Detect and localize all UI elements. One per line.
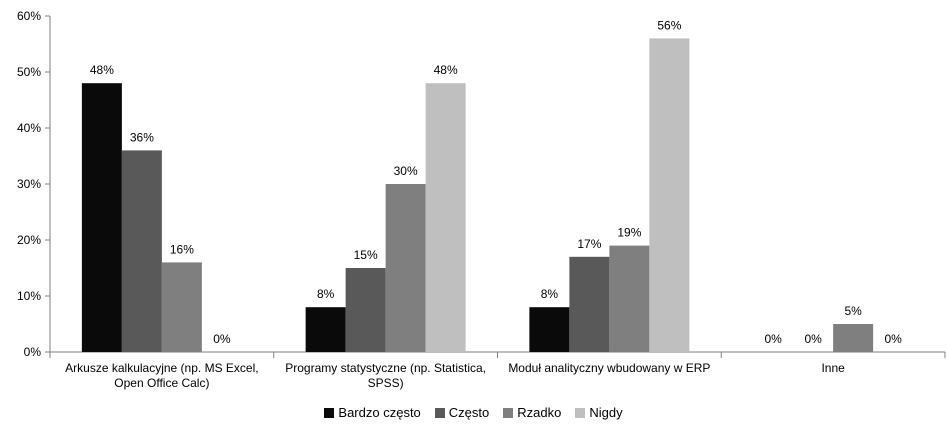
- legend-label: Często: [448, 405, 490, 420]
- legend-label: Nigdy: [589, 405, 623, 420]
- x-category-label: Open Office Calc): [114, 376, 209, 390]
- bar-chart: 0% 10% 20% 30% 40% 50% 60% 48% 36% 16% 0% Arkusze k…: [17, 9, 946, 390]
- y-tick-label: 50%: [17, 65, 41, 79]
- legend-label: Rzadko: [517, 405, 562, 420]
- data-label: 17%: [577, 237, 601, 251]
- data-label: 48%: [90, 63, 114, 77]
- bar: [425, 83, 466, 352]
- data-label: 36%: [130, 130, 154, 144]
- data-label: 19%: [617, 226, 641, 240]
- bar: [121, 150, 162, 352]
- bar: [345, 268, 386, 352]
- bar: [833, 324, 874, 352]
- legend-item: Nigdy: [575, 405, 623, 420]
- bar: [529, 307, 570, 352]
- y-tick-label: 30%: [17, 177, 41, 191]
- y-tick-label: 0%: [24, 345, 42, 359]
- legend-swatch: [434, 407, 445, 418]
- bar: [385, 184, 426, 352]
- legend-item: Bardzo często: [324, 405, 421, 420]
- data-label: 0%: [884, 332, 902, 346]
- data-label: 48%: [434, 63, 458, 77]
- data-label: 0%: [764, 332, 782, 346]
- x-category-label: SPSS): [368, 376, 404, 390]
- legend-swatch: [324, 407, 335, 418]
- data-label: 16%: [170, 242, 194, 256]
- data-label: 15%: [354, 248, 378, 262]
- legend-item: Często: [434, 405, 490, 420]
- data-label: 0%: [213, 332, 231, 346]
- bar: [81, 83, 122, 352]
- legend-item: Rzadko: [503, 405, 561, 420]
- data-label: 8%: [541, 287, 559, 301]
- x-category-label: Inne: [821, 361, 845, 375]
- legend-label: Bardzo często: [338, 405, 421, 420]
- legend: Bardzo często Często Rzadko Nigdy: [0, 405, 947, 420]
- x-category-label: Arkusze kalkulacyjne (np. MS Excel,: [65, 361, 258, 375]
- y-tick-label: 40%: [17, 121, 41, 135]
- y-tick-label: 10%: [17, 289, 41, 303]
- data-label: 8%: [317, 287, 335, 301]
- data-label: 30%: [394, 164, 418, 178]
- x-category-label: Programy statystyczne (np. Statistica,: [285, 361, 486, 375]
- bar: [305, 307, 346, 352]
- data-label: 0%: [804, 332, 822, 346]
- legend-swatch: [503, 407, 514, 418]
- bar: [161, 262, 202, 352]
- bar: [609, 245, 650, 352]
- bar: [569, 256, 610, 352]
- legend-swatch: [575, 407, 586, 418]
- data-label: 56%: [657, 18, 681, 32]
- bar: [649, 38, 690, 353]
- y-tick-label: 20%: [17, 233, 41, 247]
- x-category-label: Moduł analityczny wbudowany w ERP: [508, 361, 710, 375]
- data-label: 5%: [844, 304, 862, 318]
- y-tick-label: 60%: [17, 9, 41, 23]
